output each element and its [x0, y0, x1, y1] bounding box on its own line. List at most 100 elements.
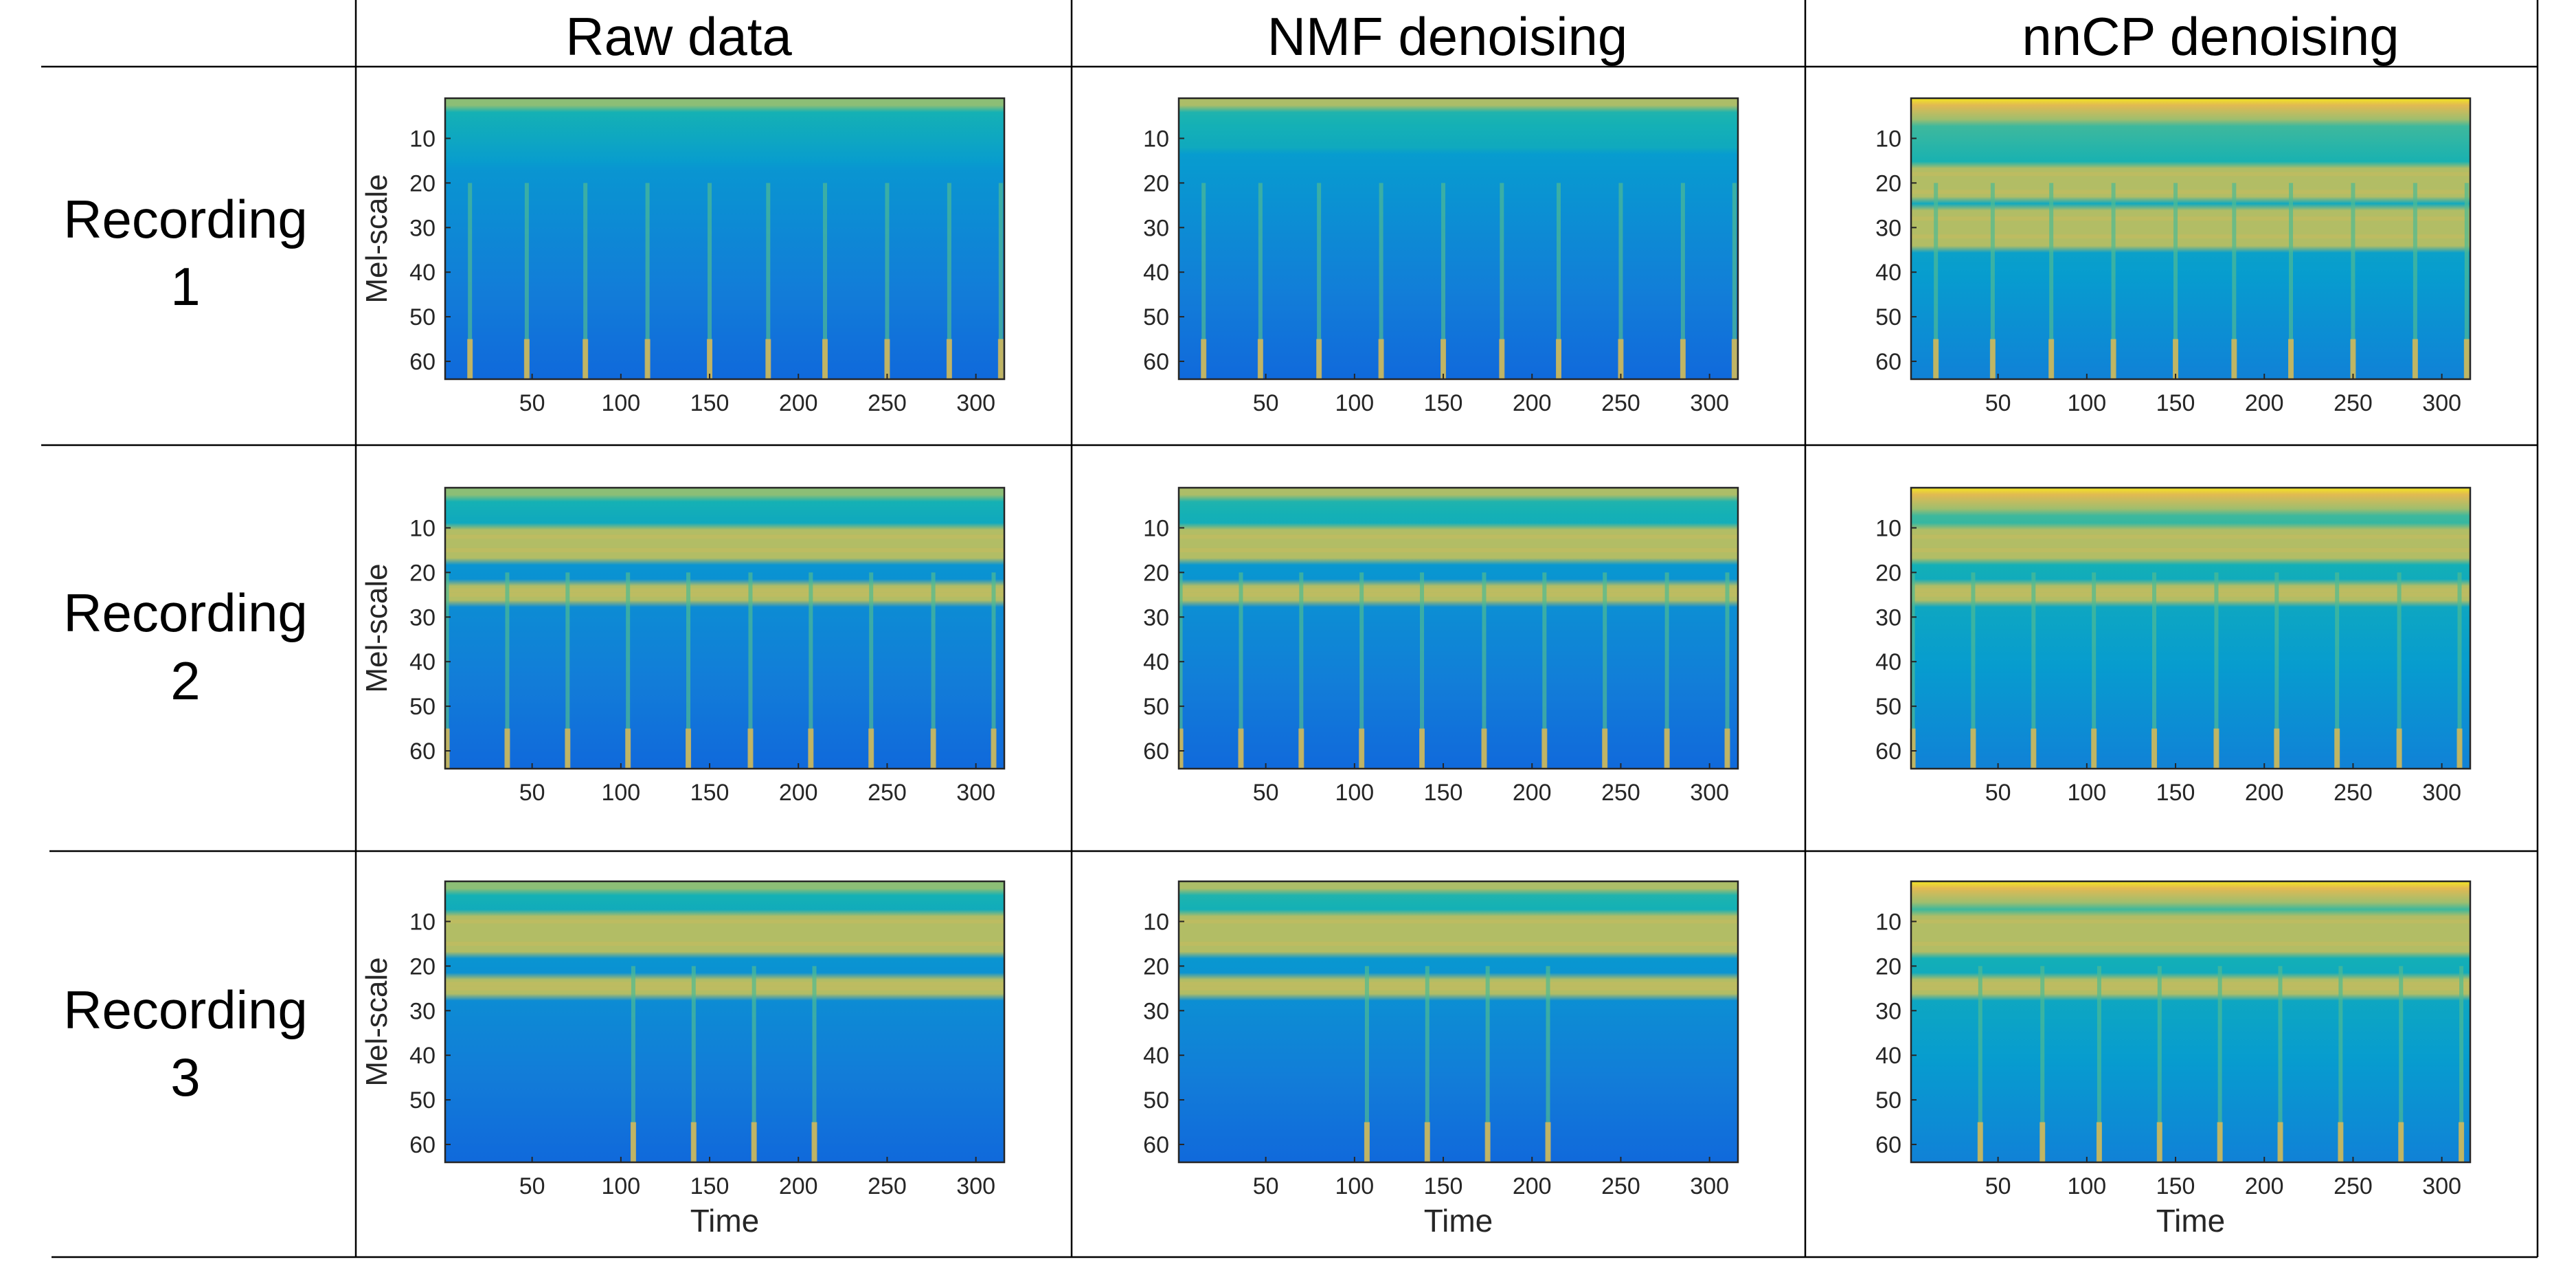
heatmap-pulse	[2092, 572, 2097, 769]
heatmap-image	[1911, 488, 2470, 769]
heatmap-pulse	[1441, 183, 1446, 379]
heatmap-pulse-peak	[991, 728, 997, 769]
y-tick-label: 50	[409, 1087, 436, 1114]
x-tick-label: 300	[956, 780, 995, 806]
x-tick-label: 200	[779, 390, 818, 416]
heatmap-band	[445, 919, 1004, 924]
heatmap-pulse	[444, 572, 449, 769]
axes-frame	[444, 880, 1006, 1164]
heatmap-panel-r3-nmf: 50 100 150 200 250 300 10 20 30 40 50 60 Time	[1143, 880, 1739, 1239]
heatmap-pulse	[1359, 572, 1364, 769]
heatmap-pulse-peak	[1378, 339, 1384, 379]
x-axis-label: Time	[1424, 1203, 1493, 1239]
heatmap-pulse-peak	[2213, 728, 2219, 769]
x-tick-label: 150	[1424, 1173, 1463, 1199]
heatmap-pulse	[1299, 572, 1304, 769]
x-tick-label: 100	[1335, 1173, 1374, 1199]
heatmap-pulse	[1500, 183, 1504, 379]
x-tick-label: 100	[601, 780, 640, 806]
heatmap-pulse	[1934, 183, 1939, 379]
heatmap-pulse	[2289, 183, 2294, 379]
heatmap-pulse-peak	[644, 339, 651, 379]
heatmap-pulse-peak	[2463, 339, 2470, 379]
heatmap-image	[1911, 98, 2470, 379]
heatmap-pulse	[1485, 966, 1490, 1162]
heatmap-image	[1179, 98, 1738, 379]
y-tick-label: 30	[1143, 215, 1169, 241]
y-tick-label: 20	[1143, 953, 1169, 980]
heatmap-pulse	[809, 572, 813, 769]
y-tick-label: 50	[409, 694, 436, 720]
x-tick-label: 300	[2422, 780, 2461, 806]
heatmap-band	[1911, 919, 2470, 924]
heatmap-pulse-peak	[1970, 728, 1976, 769]
heatmap-panel-r1-nmf: 50 100 150 200 250 300 10 20 30 40 50 60	[1143, 97, 1739, 416]
y-tick-label: 40	[1875, 649, 1901, 675]
x-tick-label: 150	[2156, 390, 2195, 416]
heatmap-band	[1179, 534, 1738, 539]
heatmap-band	[1911, 982, 2470, 986]
x-tick-label: 150	[2156, 1173, 2195, 1199]
y-tick-label: 60	[1875, 1132, 1901, 1158]
column-header-nncp: nnCP denoising	[2022, 6, 2399, 67]
heatmap-pulse	[1910, 572, 1915, 769]
row-header-3-line2: 3	[170, 1047, 200, 1107]
heatmap-band	[445, 592, 1004, 597]
y-tick-label: 10	[1875, 515, 1901, 541]
y-tick-label: 10	[409, 126, 436, 152]
heatmap-pulse	[2097, 966, 2101, 1162]
heatmap-pulse-peak	[2334, 728, 2340, 769]
heatmap-pulse-peak	[2110, 339, 2116, 379]
heatmap-pulse-peak	[2217, 1122, 2223, 1162]
y-tick-label: 30	[1143, 605, 1169, 631]
heatmap-pulse-peak	[686, 728, 692, 769]
y-tick-label: 40	[1875, 1043, 1901, 1069]
heatmap-pulse	[631, 966, 635, 1162]
heatmap-pulse	[752, 966, 756, 1162]
y-tick-label: 20	[409, 170, 436, 196]
heatmap-pulse-peak	[1424, 1122, 1430, 1162]
heatmap-pulse	[998, 183, 1003, 379]
heatmap-pulse	[1420, 572, 1425, 769]
y-tick-label: 60	[409, 738, 436, 765]
heatmap-pulse-peak	[1541, 728, 1548, 769]
y-tick-label: 40	[1875, 260, 1901, 286]
heatmap-pulse-peak	[1364, 1122, 1370, 1162]
heatmap-pulse	[2399, 966, 2404, 1162]
x-tick-label: 250	[868, 390, 907, 416]
y-tick-label: 20	[409, 560, 436, 586]
axes-frame	[1177, 486, 1739, 770]
heatmap-pulse-peak	[1359, 728, 1365, 769]
heatmap-image	[445, 488, 1004, 769]
heatmap-pulse-peak	[2398, 1122, 2404, 1162]
heatmap-pulse-peak	[2156, 1122, 2162, 1162]
heatmap-pulse-peak	[747, 728, 754, 769]
heatmap-pulse	[468, 183, 473, 379]
heatmap-pulse-peak	[1680, 339, 1686, 379]
y-tick-label: 60	[1143, 349, 1169, 375]
heatmap-pulse	[708, 183, 712, 379]
heatmap-pulse-peak	[2288, 339, 2294, 379]
y-tick-label: 50	[1875, 304, 1901, 330]
x-tick-label: 300	[2422, 390, 2461, 416]
heatmap-pulse-peak	[625, 728, 631, 769]
heatmap-pulse-peak	[811, 1122, 817, 1162]
x-tick-label: 150	[2156, 780, 2195, 806]
heatmap-pulse-peak	[2412, 339, 2418, 379]
heatmap-band	[1179, 982, 1738, 986]
y-axis-label: Mel-scale	[360, 174, 394, 303]
x-tick-label: 50	[519, 1173, 545, 1199]
y-tick-label: 10	[409, 515, 436, 541]
heatmap-pulse-peak	[822, 339, 828, 379]
heatmap-pulse-peak	[1177, 728, 1184, 769]
heatmap-pulse-peak	[2459, 1122, 2465, 1162]
heatmap-panel-r1-nncp: 50 100 150 200 250 300 10 20 30 40 50 60	[1875, 97, 2472, 416]
heatmap-image	[1179, 881, 1738, 1162]
heatmap-pulse	[1978, 966, 1982, 1162]
x-axis-label: Time	[2156, 1203, 2226, 1239]
axes-frame	[444, 486, 1006, 770]
heatmap-pulse-peak	[1910, 728, 1916, 769]
heatmap-pulse	[823, 183, 828, 379]
heatmap-pulse	[2278, 966, 2283, 1162]
heatmap-band	[1911, 190, 2470, 194]
